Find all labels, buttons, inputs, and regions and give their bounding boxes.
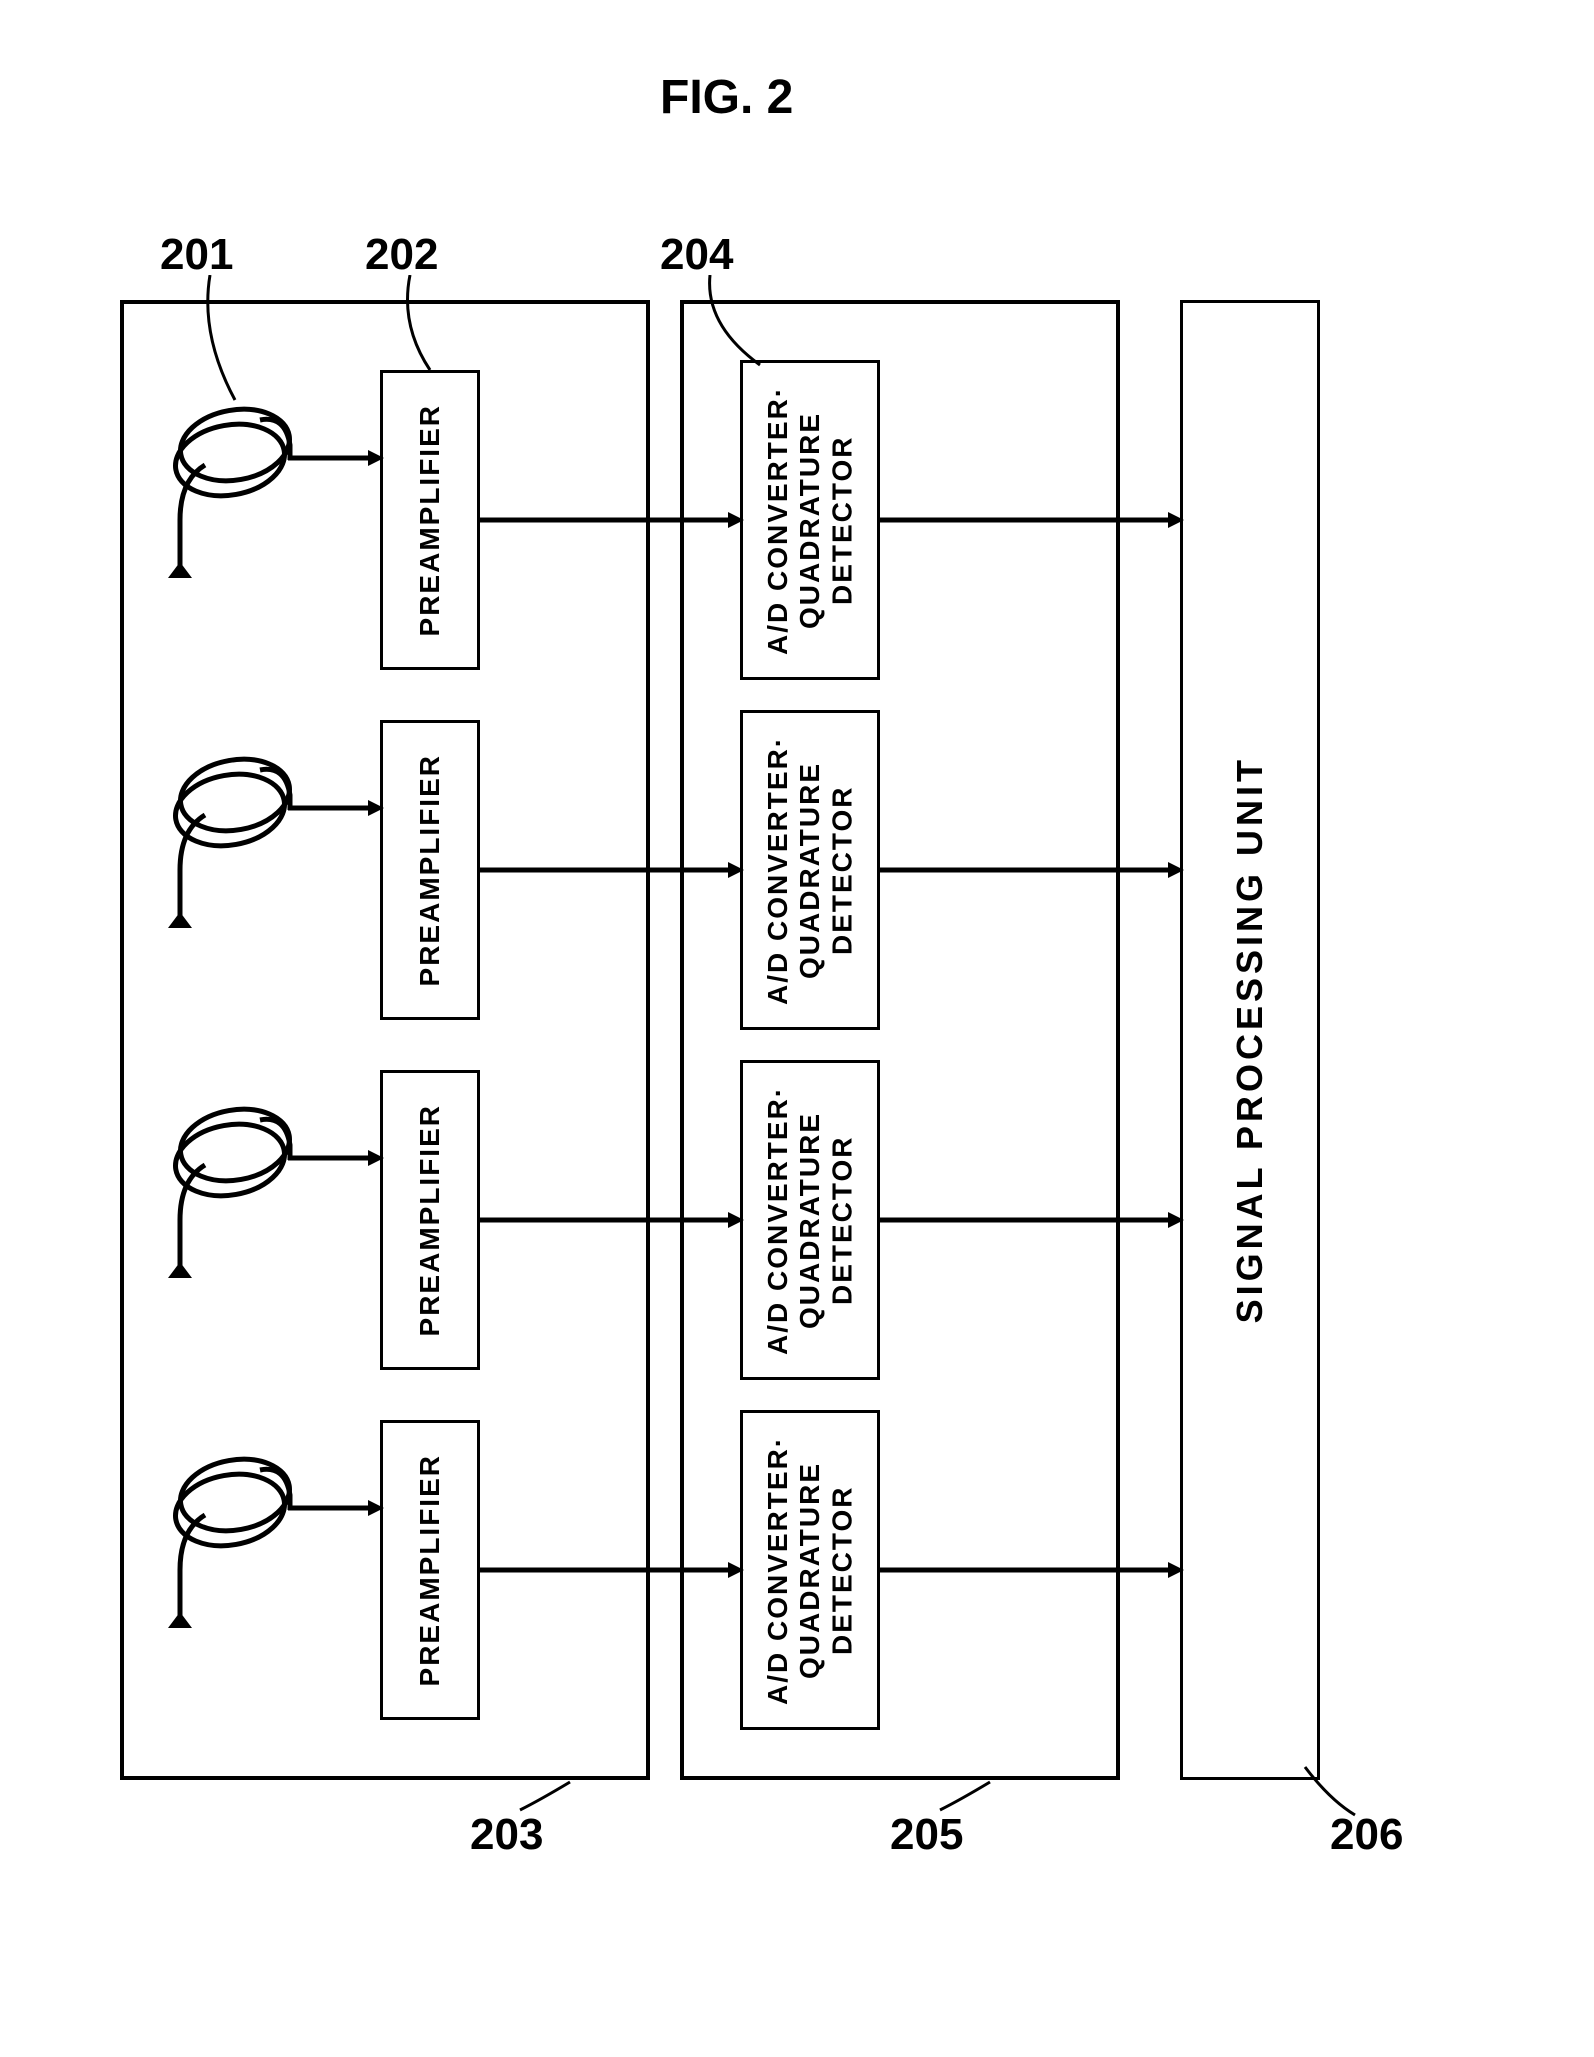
preamp-label-3: PREAMPLIFIER <box>414 1104 446 1336</box>
leader-202 <box>395 275 445 375</box>
leader-201 <box>190 275 250 405</box>
signal-processing-unit: SIGNAL PROCESSING UNIT <box>1180 300 1320 1780</box>
preamplifier-3: PREAMPLIFIER <box>380 1070 480 1370</box>
arrow-adc-spu-2 <box>878 860 1184 880</box>
arrow-preamp-adc-4 <box>478 1560 744 1580</box>
arrow-preamp-adc-1 <box>478 510 744 530</box>
leader-204 <box>700 275 770 370</box>
arrow-coil-preamp-2 <box>288 798 384 818</box>
adc-4: A/D CONVERTER· QUADRATURE DETECTOR <box>740 1410 880 1730</box>
arrow-coil-preamp-4 <box>288 1498 384 1518</box>
ref-202: 202 <box>365 230 438 280</box>
preamplifier-2: PREAMPLIFIER <box>380 720 480 1020</box>
leader-206 <box>1300 1765 1360 1820</box>
coil-1 <box>150 390 300 580</box>
adc-2: A/D CONVERTER· QUADRATURE DETECTOR <box>740 710 880 1030</box>
ref-201: 201 <box>160 230 233 280</box>
leader-203 <box>515 1780 575 1820</box>
arrow-adc-spu-1 <box>878 510 1184 530</box>
figure-title: FIG. 2 <box>660 70 793 125</box>
preamp-label-2: PREAMPLIFIER <box>414 754 446 986</box>
coil-2 <box>150 740 300 930</box>
arrow-preamp-adc-3 <box>478 1210 744 1230</box>
adc-label-4: A/D CONVERTER· QUADRATURE DETECTOR <box>762 1413 859 1727</box>
arrow-coil-preamp-1 <box>288 448 384 468</box>
coil-4 <box>150 1440 300 1630</box>
ref-204: 204 <box>660 230 733 280</box>
arrow-adc-spu-3 <box>878 1210 1184 1230</box>
adc-label-2: A/D CONVERTER· QUADRATURE DETECTOR <box>762 713 859 1027</box>
adc-1: A/D CONVERTER· QUADRATURE DETECTOR <box>740 360 880 680</box>
arrow-adc-spu-4 <box>878 1560 1184 1580</box>
spu-label: SIGNAL PROCESSING UNIT <box>1229 756 1271 1323</box>
leader-205 <box>935 1780 995 1820</box>
adc-3: A/D CONVERTER· QUADRATURE DETECTOR <box>740 1060 880 1380</box>
preamplifier-4: PREAMPLIFIER <box>380 1420 480 1720</box>
diagram-area: SIGNAL PROCESSING UNIT PREAMPLIFIER A/D … <box>120 220 1440 1820</box>
adc-label-1: A/D CONVERTER· QUADRATURE DETECTOR <box>762 363 859 677</box>
coil-3 <box>150 1090 300 1280</box>
arrow-coil-preamp-3 <box>288 1148 384 1168</box>
preamp-label-1: PREAMPLIFIER <box>414 404 446 636</box>
preamplifier-1: PREAMPLIFIER <box>380 370 480 670</box>
adc-label-3: A/D CONVERTER· QUADRATURE DETECTOR <box>762 1063 859 1377</box>
arrow-preamp-adc-2 <box>478 860 744 880</box>
preamp-label-4: PREAMPLIFIER <box>414 1454 446 1686</box>
